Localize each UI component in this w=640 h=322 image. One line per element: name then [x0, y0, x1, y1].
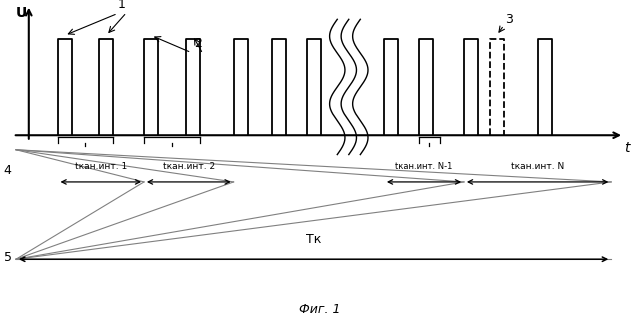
Text: tкан.инт. N-1: tкан.инт. N-1	[396, 162, 452, 171]
Text: Фиг. 1: Фиг. 1	[300, 303, 340, 316]
Text: tкан.инт. N: tкан.инт. N	[511, 162, 564, 171]
Text: U: U	[15, 6, 27, 20]
Text: tкан.инт. 1: tкан.инт. 1	[75, 162, 127, 171]
Text: tкан.инт. 2: tкан.инт. 2	[163, 162, 215, 171]
Text: 3: 3	[505, 13, 513, 26]
Text: 2: 2	[195, 37, 202, 50]
Text: 5: 5	[4, 251, 12, 264]
Text: Тк: Тк	[306, 233, 321, 246]
Text: 4: 4	[4, 164, 12, 177]
Text: 1: 1	[118, 0, 125, 11]
Text: t: t	[625, 141, 630, 155]
